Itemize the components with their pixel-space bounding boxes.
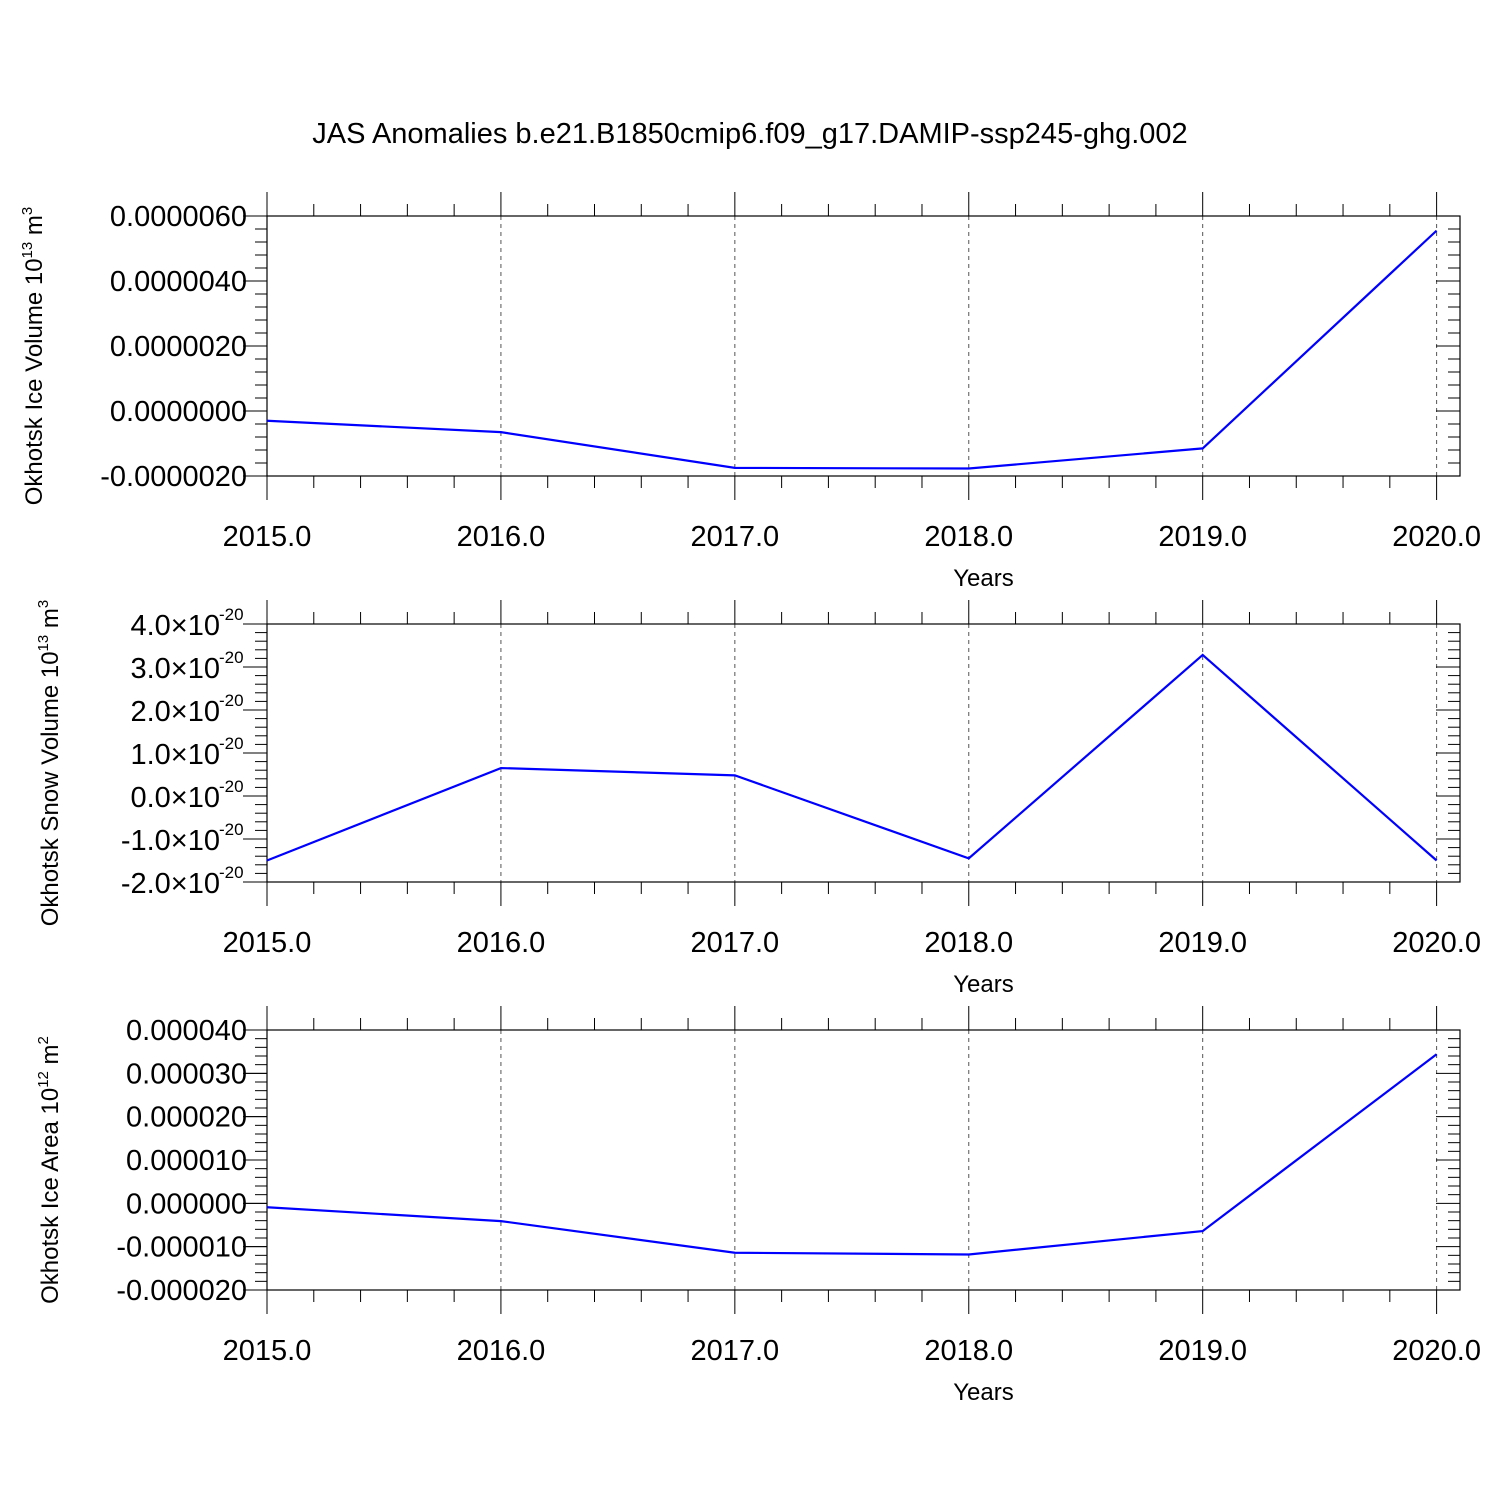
x-tick-label: 2019.0 xyxy=(1158,521,1247,553)
y-tick-label: 0.000040 xyxy=(126,1015,247,1047)
x-tick-label: 2020.0 xyxy=(1392,1335,1481,1367)
x-tick-label: 2017.0 xyxy=(690,927,779,959)
plot-frame xyxy=(266,623,1461,883)
x-tick-label: 2020.0 xyxy=(1392,927,1481,959)
x-axis-label: Years xyxy=(953,1379,1014,1406)
chart-panel-2: 2015.0 2016.0 2017.0 2018.0 2019.0 2020.0 Year… xyxy=(35,600,1481,998)
y-tick-exponent: -20 xyxy=(219,648,244,667)
y-tick-exponent: -20 xyxy=(219,691,244,710)
y-tick-label: 2.0×10 xyxy=(130,696,220,728)
y-tick-label: 0.000030 xyxy=(126,1058,247,1090)
x-tick-label: 2016.0 xyxy=(457,1335,546,1367)
y-tick-label: 0.0000060 xyxy=(110,201,247,233)
x-tick-label: 2018.0 xyxy=(924,1335,1013,1367)
y-tick-label: -2.0×10 xyxy=(121,868,220,900)
y-tick-label: 0.0000040 xyxy=(110,266,247,298)
series-line xyxy=(266,653,1438,862)
x-tick-label: 2015.0 xyxy=(223,521,312,553)
x-tick-label: 2020.0 xyxy=(1392,521,1481,553)
x-tick-label: 2017.0 xyxy=(690,1335,779,1367)
x-axis-label: Years xyxy=(953,971,1014,998)
y-tick-label: -1.0×10 xyxy=(121,825,220,857)
x-tick-label: 2018.0 xyxy=(924,927,1013,959)
y-tick-exponent: -20 xyxy=(219,605,244,624)
y-tick-label: 3.0×10 xyxy=(130,653,220,685)
x-tick-label: 2019.0 xyxy=(1158,1335,1247,1367)
y-tick-label: 0.0000020 xyxy=(110,331,247,363)
y-tick-exponent: -20 xyxy=(219,777,244,796)
y-tick-label: 0.000020 xyxy=(126,1102,247,1134)
y-tick-label: 1.0×10 xyxy=(130,739,220,771)
y-tick-label: 0.000010 xyxy=(126,1145,247,1177)
x-tick-label: 2016.0 xyxy=(457,521,546,553)
chart-panel-1: 2015.0 2016.0 2017.0 2018.0 2019.0 2020.0 Year… xyxy=(19,192,1481,592)
y-tick-label: 0.000000 xyxy=(126,1188,247,1220)
y-tick-label: -0.000010 xyxy=(116,1232,247,1264)
plot-frame xyxy=(266,215,1461,477)
x-tick-label: 2017.0 xyxy=(690,521,779,553)
panels: 2015.0 2016.0 2017.0 2018.0 2019.0 2020.0 Year… xyxy=(19,192,1481,1406)
chart-panel-3: 2015.0 2016.0 2017.0 2018.0 2019.0 2020.0 Year… xyxy=(35,1006,1481,1406)
y-tick-exponent: -20 xyxy=(219,820,244,839)
y-tick-exponent: -20 xyxy=(219,734,244,753)
series-line xyxy=(266,1053,1438,1256)
x-tick-label: 2019.0 xyxy=(1158,927,1247,959)
series-line xyxy=(266,229,1438,470)
x-tick-label: 2018.0 xyxy=(924,521,1013,553)
x-tick-label: 2016.0 xyxy=(457,927,546,959)
x-axis-label: Years xyxy=(953,565,1014,592)
y-tick-label: -0.000020 xyxy=(116,1275,247,1307)
y-axis-label: Okhotsk Snow Volume 1013 m3 xyxy=(35,600,64,927)
plot-frame xyxy=(266,1029,1461,1291)
y-axis-label: Okhotsk Ice Area 1012 m2 xyxy=(35,1036,64,1304)
y-axis-label: Okhotsk Ice Volume 1013 m3 xyxy=(19,207,48,506)
y-tick-label: 0.0×10 xyxy=(130,782,220,814)
y-tick-label: -0.0000020 xyxy=(100,461,247,493)
y-tick-label: 0.0000000 xyxy=(110,396,247,428)
figure-title: JAS Anomalies b.e21.B1850cmip6.f09_g17.D… xyxy=(312,118,1187,150)
y-tick-exponent: -20 xyxy=(219,863,244,882)
y-tick-label: 4.0×10 xyxy=(130,610,220,642)
x-tick-label: 2015.0 xyxy=(223,1335,312,1367)
x-tick-label: 2015.0 xyxy=(223,927,312,959)
